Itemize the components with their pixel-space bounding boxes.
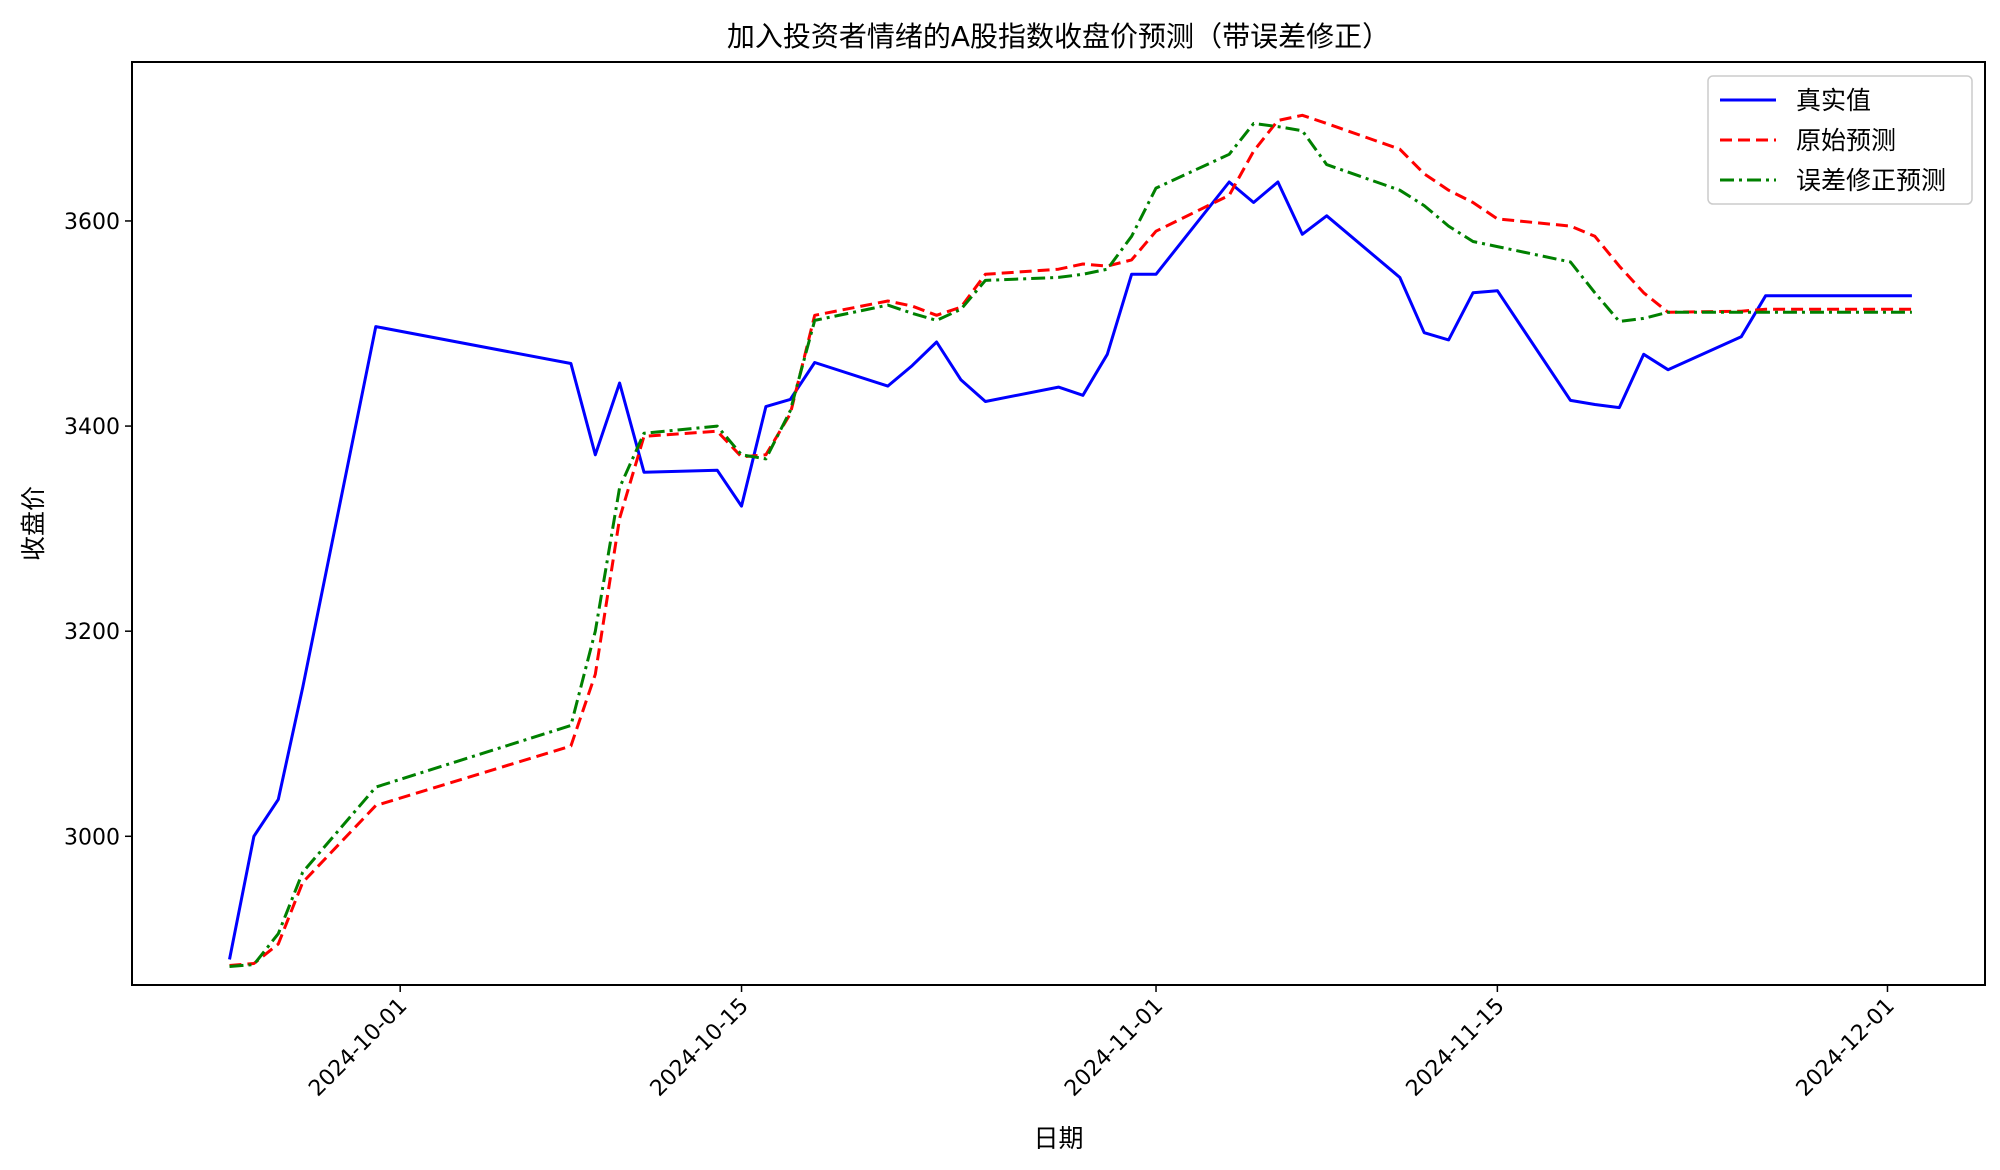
y-tick-label: 3600: [64, 210, 120, 235]
series-line-1: [228, 180, 1912, 960]
x-tick-label: 2024-11-15: [1402, 994, 1510, 1102]
series-lines: [228, 113, 1912, 968]
ticks: 3000 3200 3400 3600 2024-10-01 2024-10-15 2024…: [64, 210, 1900, 1102]
legend-box: [1707, 75, 1973, 205]
y-axis-label: 收盘价: [19, 486, 48, 561]
series-line-2: [229, 113, 1912, 967]
series-line-3: [229, 122, 1912, 968]
plot-frame: [131, 61, 1986, 986]
y-tick-label: 3000: [64, 825, 120, 850]
legend-label-3[interactable]: 误差修正预测: [1796, 166, 1946, 195]
x-tick-label: 2024-11-01: [1060, 994, 1168, 1102]
x-tick-label: 2024-12-01: [1792, 994, 1900, 1102]
legend-label-1[interactable]: 真实值: [1796, 86, 1871, 115]
legend-label-2[interactable]: 原始预测: [1796, 126, 1896, 155]
axes: [131, 61, 1986, 986]
chart-title: 加入投资者情绪的A股指数收盘价预测（带误差修正）: [727, 20, 1390, 53]
x-tick-label: 2024-10-01: [304, 994, 412, 1102]
y-tick-label: 3200: [64, 620, 120, 645]
y-tick-label: 3400: [64, 415, 120, 440]
x-tick-label: 2024-10-15: [646, 994, 754, 1102]
x-axis-label: 日期: [1033, 1124, 1083, 1153]
